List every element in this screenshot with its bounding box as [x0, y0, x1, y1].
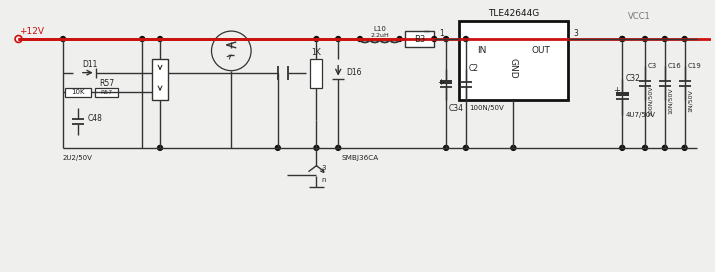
Circle shape: [314, 146, 319, 150]
Text: R57: R57: [99, 79, 114, 88]
Bar: [94, 88, 119, 97]
Text: R57: R57: [101, 90, 113, 95]
Text: L10: L10: [373, 26, 386, 32]
Circle shape: [157, 36, 162, 41]
Text: 1N/50V: 1N/50V: [688, 89, 693, 112]
Circle shape: [463, 146, 468, 150]
Text: 1: 1: [439, 29, 443, 38]
Text: 2.2uH: 2.2uH: [370, 33, 389, 38]
Bar: [616, 92, 628, 96]
Circle shape: [620, 36, 625, 41]
Text: +12V: +12V: [19, 27, 44, 36]
Bar: [152, 59, 168, 100]
Bar: [440, 80, 452, 84]
Text: +: +: [438, 78, 444, 87]
Text: +: +: [613, 86, 621, 95]
Bar: [459, 21, 568, 100]
Text: 100N/50V: 100N/50V: [469, 105, 503, 111]
Text: IN: IN: [477, 47, 486, 55]
Text: C34: C34: [449, 104, 464, 113]
Text: B3: B3: [414, 35, 425, 44]
Text: C3: C3: [648, 63, 657, 69]
Circle shape: [358, 36, 363, 41]
Circle shape: [662, 36, 667, 41]
Bar: [310, 59, 322, 88]
Text: OUT: OUT: [531, 47, 550, 55]
Text: D16: D16: [346, 68, 362, 77]
Text: D11: D11: [82, 60, 97, 69]
Circle shape: [643, 146, 648, 150]
Text: 3: 3: [321, 165, 326, 171]
Text: 4U7/50V: 4U7/50V: [625, 112, 655, 118]
Text: n: n: [321, 177, 326, 183]
Text: C2: C2: [469, 64, 479, 73]
Circle shape: [620, 146, 625, 150]
Text: C16: C16: [668, 63, 681, 69]
Bar: [65, 88, 91, 97]
Text: SMBJ36CA: SMBJ36CA: [341, 155, 378, 161]
Circle shape: [643, 36, 648, 41]
Text: C19: C19: [688, 63, 701, 69]
Circle shape: [682, 36, 687, 41]
Text: VCC1: VCC1: [628, 12, 651, 21]
Circle shape: [336, 36, 340, 41]
Circle shape: [463, 36, 468, 41]
Circle shape: [620, 36, 625, 41]
Circle shape: [61, 36, 66, 41]
Circle shape: [397, 36, 402, 41]
Text: 10N/50V: 10N/50V: [668, 87, 673, 114]
Text: C48: C48: [88, 114, 103, 123]
Text: 3: 3: [573, 29, 578, 38]
Text: TLE42644G: TLE42644G: [488, 9, 539, 18]
Circle shape: [432, 36, 437, 41]
Text: 100N/50V: 100N/50V: [648, 85, 653, 116]
Circle shape: [275, 146, 280, 150]
Circle shape: [157, 146, 162, 150]
Text: 10K: 10K: [71, 89, 84, 95]
Circle shape: [443, 146, 448, 150]
Bar: [405, 31, 434, 47]
Circle shape: [662, 146, 667, 150]
Text: 2U2/50V: 2U2/50V: [63, 155, 93, 161]
Circle shape: [443, 36, 448, 41]
Text: C32: C32: [625, 74, 640, 83]
Text: GND: GND: [509, 58, 518, 79]
Circle shape: [314, 36, 319, 41]
Circle shape: [682, 146, 687, 150]
Circle shape: [511, 146, 516, 150]
Text: 1K: 1K: [312, 48, 321, 57]
Circle shape: [139, 36, 144, 41]
Circle shape: [336, 146, 340, 150]
